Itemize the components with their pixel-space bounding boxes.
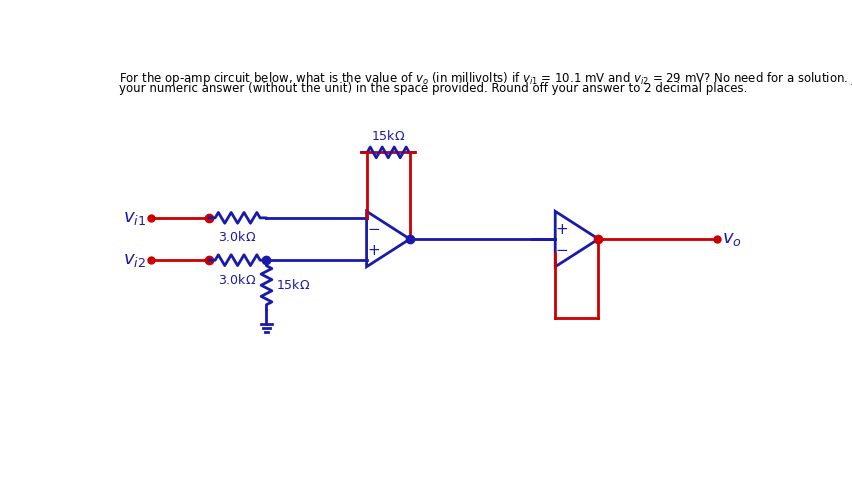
Text: 3.0k$\Omega$: 3.0k$\Omega$ — [218, 272, 256, 286]
Text: $v_{i1}$: $v_{i1}$ — [124, 209, 147, 227]
Text: −: − — [367, 222, 380, 236]
Text: 15k$\Omega$: 15k$\Omega$ — [277, 278, 311, 292]
Text: 3.0k$\Omega$: 3.0k$\Omega$ — [218, 230, 256, 244]
Text: For the op-amp circuit below, what is the value of $v_o$ (in millivolts) if $v_{: For the op-amp circuit below, what is th… — [119, 70, 852, 87]
Text: $v_{i2}$: $v_{i2}$ — [124, 251, 147, 269]
Text: $v_o$: $v_o$ — [722, 230, 741, 248]
Text: 15k$\Omega$: 15k$\Omega$ — [371, 129, 406, 143]
Text: −: − — [556, 243, 568, 258]
Text: +: + — [367, 243, 380, 258]
Text: your numeric answer (without the unit) in the space provided. Round off your ans: your numeric answer (without the unit) i… — [119, 82, 748, 94]
Text: +: + — [556, 222, 568, 236]
